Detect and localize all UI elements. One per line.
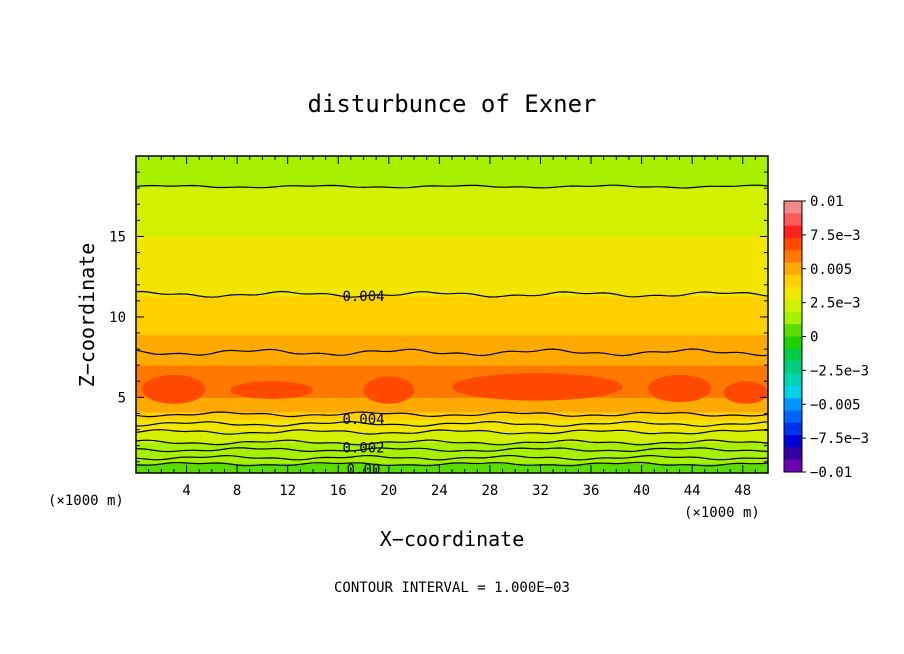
- plot-area: 0.004 0.004 0.002 0.00: [135, 155, 769, 478]
- colorbar-tick-label: 7.5e−3: [810, 228, 861, 244]
- colorbar-swatch: [784, 237, 802, 251]
- colorbar-swatch: [784, 447, 802, 460]
- y-tick-label: 10: [109, 310, 126, 326]
- contour-label: 0.004: [342, 289, 384, 305]
- colorbar-tick-label: 0.01: [810, 194, 844, 210]
- contour-interval-note: CONTOUR INTERVAL = 1.000E−03: [334, 580, 570, 596]
- x-tick-label: 24: [431, 483, 448, 499]
- colorbar-swatch: [784, 311, 802, 325]
- y-tick-label: 5: [118, 390, 126, 406]
- colorbar-swatch: [784, 398, 802, 411]
- colorbar-swatch: [784, 213, 802, 226]
- colorbar-swatch: [784, 262, 802, 276]
- warm-cell: [363, 376, 415, 404]
- x-tick-label: 16: [330, 483, 347, 499]
- colorbar-swatch: [784, 250, 802, 263]
- contour-label: 0.004: [342, 412, 384, 428]
- colorbar-swatch: [784, 422, 802, 436]
- contour-label: 0.002: [342, 440, 384, 456]
- colorbar-swatch: [784, 299, 802, 313]
- warm-cell: [230, 381, 313, 399]
- colorbar-swatch: [784, 336, 802, 350]
- warm-cell: [723, 381, 768, 404]
- contour-band: [136, 236, 768, 270]
- colorbar-tick-label: −2.5e−3: [810, 363, 869, 379]
- warm-cell: [142, 374, 206, 404]
- x-tick-label: 4: [182, 483, 190, 499]
- colorbar-swatch: [784, 459, 802, 473]
- contour-label: 0.00: [347, 462, 381, 478]
- colorbar-swatch: [784, 287, 802, 300]
- colorbar-tick-label: −0.005: [810, 397, 861, 413]
- x-tick-label: 12: [279, 483, 296, 499]
- contour-line: [136, 184, 768, 189]
- contour-line: [136, 411, 768, 418]
- chart-title: disturbunce of Exner: [308, 90, 597, 118]
- contour-band: [136, 431, 768, 443]
- colorbar-tick-label: 0: [810, 330, 818, 346]
- contour-band: [136, 295, 768, 318]
- x-tick-label: 8: [233, 483, 241, 499]
- contour-line: [136, 454, 768, 461]
- colorbar-swatch: [784, 373, 802, 387]
- y-axis-label: Z−coordinate: [75, 243, 99, 388]
- contour-band: [136, 334, 768, 352]
- colorbar-swatch: [784, 225, 802, 239]
- x-tick-label: 32: [532, 483, 549, 499]
- contour-band: [136, 156, 768, 188]
- colorbar-swatch: [784, 348, 802, 362]
- x-tick-label: 40: [633, 483, 650, 499]
- contour-band: [136, 463, 768, 473]
- colorbar-swatch: [784, 201, 802, 214]
- x-tick-label: 44: [684, 483, 701, 499]
- contour-line: [136, 461, 768, 467]
- x-tick-label: 28: [481, 483, 498, 499]
- contour-band: [136, 442, 768, 455]
- colorbar-swatch: [784, 361, 802, 374]
- contour-band: [136, 268, 768, 297]
- colorbar-swatch: [784, 410, 802, 424]
- contour-band: [136, 316, 768, 336]
- colorbar-tick-label: 0.005: [810, 262, 852, 278]
- contour-line: [136, 420, 768, 427]
- contour-band: [136, 365, 768, 382]
- colorbar-swatch: [784, 385, 802, 399]
- contour-band: [136, 397, 768, 413]
- x-tick-label: 36: [583, 483, 600, 499]
- contour-line: [136, 439, 768, 446]
- colorbar: 0.01 7.5e−3 0.005 2.5e−3 0 −2.5e−3 −0.005 −7.5e…: [783, 194, 869, 481]
- x-tick-label: 48: [734, 483, 751, 499]
- contour-band: [136, 419, 768, 432]
- x-axis-ticks: 4 8 12 16 20 24 28 32 36 40 44 48: [182, 483, 751, 499]
- y-axis-ticks: 5 10 15: [109, 229, 126, 406]
- x-unit-label-right: (×1000 m): [684, 505, 760, 521]
- contour-line: [136, 447, 768, 453]
- colorbar-tick-label: −7.5e−3: [810, 431, 869, 447]
- contour-line: [136, 290, 768, 298]
- contour-band: [136, 186, 768, 237]
- x-tick-label: 20: [380, 483, 397, 499]
- x-unit-label-left: (×1000 m): [48, 493, 124, 509]
- y-tick-label: 15: [109, 229, 126, 245]
- contour-band: [136, 411, 768, 421]
- colorbar-swatch: [784, 274, 802, 288]
- colorbar-swatch: [784, 324, 802, 337]
- contour-line: [136, 429, 768, 435]
- colorbar-tick-label: −0.01: [810, 465, 852, 481]
- colorbar-swatch: [784, 435, 802, 448]
- x-axis-label: X−coordinate: [380, 527, 525, 551]
- colorbar-tick-label: 2.5e−3: [810, 296, 861, 312]
- warm-cell: [452, 373, 623, 401]
- contour-line: [136, 348, 768, 357]
- warm-cell: [647, 374, 712, 403]
